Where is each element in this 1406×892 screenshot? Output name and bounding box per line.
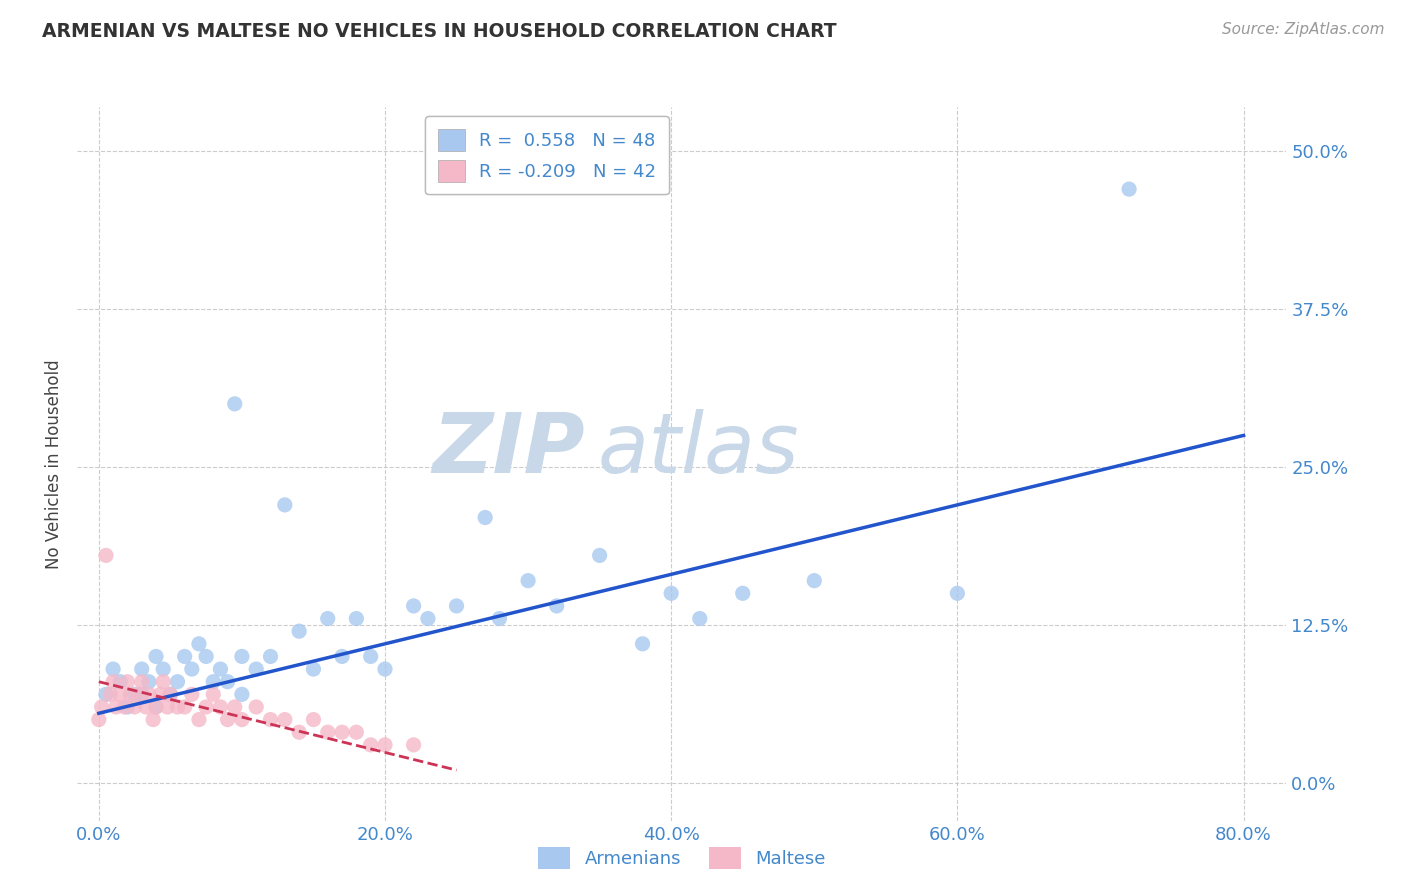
Point (104, 700, 127, 714)
Point (731, 586, 754, 600)
Point (231, 649, 253, 664)
Point (1118, 182, 1140, 196)
Point (152, 674, 174, 689)
Point (374, 662, 396, 676)
Point (166, 674, 188, 689)
Point (360, 649, 382, 664)
Point (195, 649, 218, 664)
Point (149, 687, 172, 701)
Point (101, 674, 124, 689)
Point (474, 510, 496, 524)
Point (159, 687, 181, 701)
Point (166, 700, 188, 714)
Point (659, 586, 682, 600)
Point (142, 713, 165, 727)
Point (416, 611, 439, 625)
Point (131, 662, 153, 676)
Point (631, 637, 654, 651)
Point (588, 549, 610, 563)
Point (689, 611, 711, 625)
Point (374, 738, 396, 752)
Legend: Armenians, Maltese: Armenians, Maltese (530, 839, 834, 876)
Point (224, 397, 246, 411)
Point (173, 649, 195, 664)
Point (180, 662, 202, 676)
Point (128, 687, 150, 701)
Point (110, 687, 132, 701)
Point (316, 725, 339, 739)
Point (803, 574, 825, 588)
Point (202, 674, 225, 689)
Point (173, 700, 195, 714)
Point (274, 498, 297, 512)
Point (188, 713, 211, 727)
Point (131, 687, 153, 701)
Point (316, 611, 339, 625)
Point (330, 649, 353, 664)
Point (259, 713, 281, 727)
Point (946, 586, 969, 600)
Point (402, 599, 425, 613)
Text: ZIP: ZIP (433, 409, 585, 490)
Point (131, 674, 153, 689)
Point (302, 713, 325, 727)
Point (224, 700, 246, 714)
Point (546, 599, 568, 613)
Point (488, 611, 510, 625)
Text: Source: ZipAtlas.com: Source: ZipAtlas.com (1222, 22, 1385, 37)
Point (446, 599, 468, 613)
Point (145, 649, 167, 664)
Point (360, 738, 382, 752)
Point (159, 687, 181, 701)
Point (124, 687, 146, 701)
Point (94, 687, 117, 701)
Point (94, 549, 117, 563)
Point (135, 700, 157, 714)
Point (101, 662, 124, 676)
Text: atlas: atlas (598, 409, 799, 490)
Point (145, 700, 167, 714)
Point (117, 674, 139, 689)
Point (120, 687, 142, 701)
Point (124, 700, 146, 714)
Point (245, 700, 267, 714)
Point (402, 738, 425, 752)
Point (152, 662, 174, 676)
Point (231, 713, 253, 727)
Point (117, 700, 139, 714)
Point (231, 687, 253, 701)
Point (330, 725, 353, 739)
Point (245, 662, 267, 676)
Point (209, 662, 232, 676)
Point (217, 713, 239, 727)
Text: ARMENIAN VS MALTESE NO VEHICLES IN HOUSEHOLD CORRELATION CHART: ARMENIAN VS MALTESE NO VEHICLES IN HOUSE… (42, 22, 837, 41)
Point (259, 649, 281, 664)
Point (114, 700, 136, 714)
Point (90, 700, 112, 714)
Point (145, 700, 167, 714)
Point (517, 574, 540, 588)
Point (202, 687, 225, 701)
Point (288, 624, 311, 639)
Point (188, 637, 211, 651)
Point (217, 674, 239, 689)
Point (209, 700, 232, 714)
Point (195, 700, 218, 714)
Point (87, 713, 110, 727)
Point (180, 687, 202, 701)
Point (138, 674, 160, 689)
Point (302, 662, 325, 676)
Point (156, 700, 179, 714)
Point (110, 674, 132, 689)
Point (344, 611, 367, 625)
Point (138, 687, 160, 701)
Point (274, 713, 297, 727)
Point (98, 687, 121, 701)
Y-axis label: No Vehicles in Household: No Vehicles in Household (45, 359, 63, 569)
Point (344, 725, 367, 739)
Point (288, 725, 311, 739)
